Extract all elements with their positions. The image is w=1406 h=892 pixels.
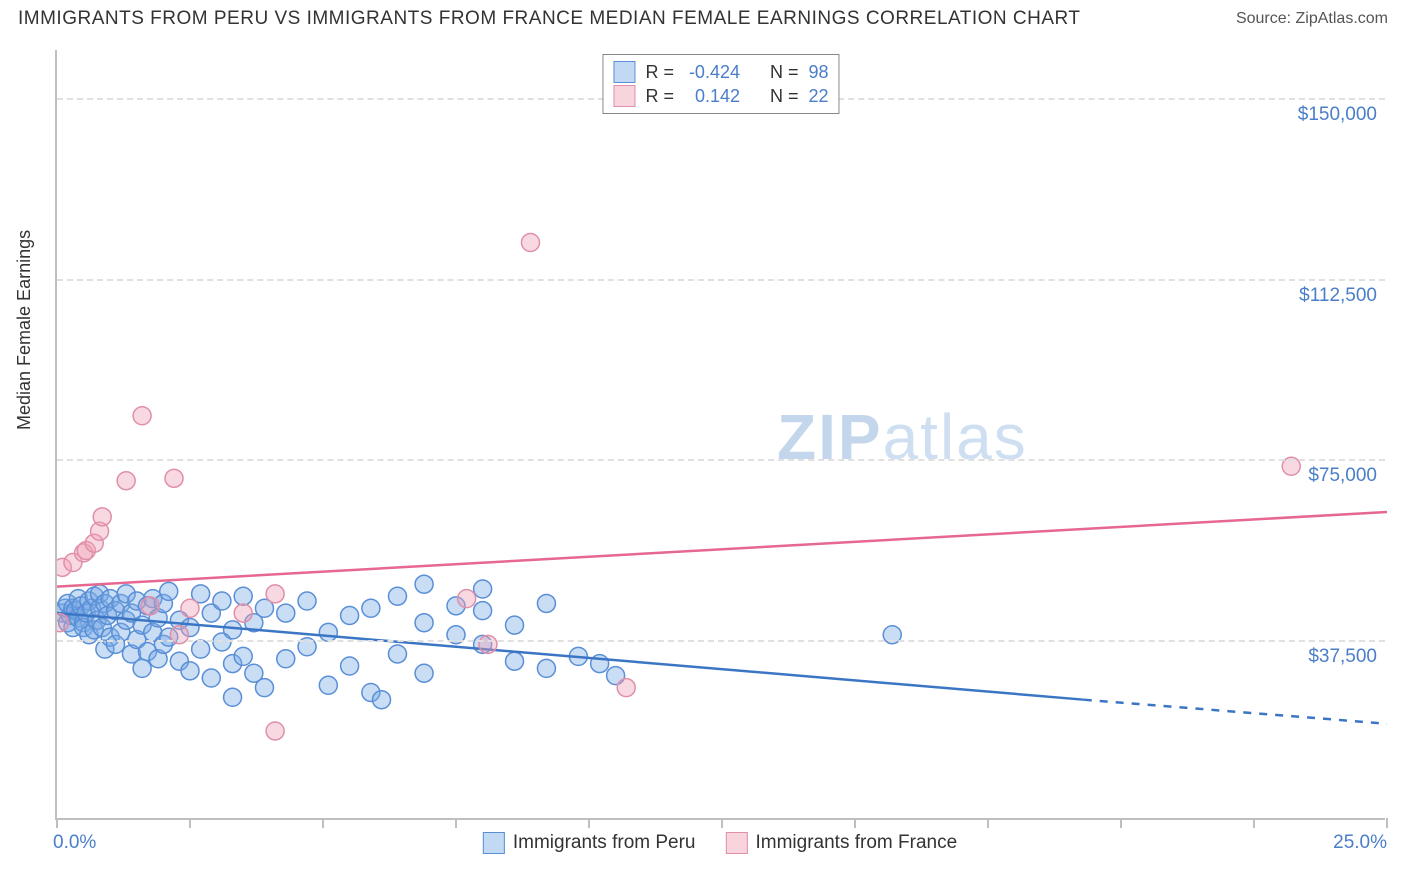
x-tick — [1120, 818, 1122, 828]
scatter-point — [277, 650, 295, 668]
y-tick-label: $37,500 — [1308, 646, 1377, 668]
legend-label-france: Immigrants from France — [756, 832, 958, 854]
chart-svg — [57, 50, 1387, 820]
n-value-peru: 98 — [809, 62, 829, 83]
scatter-point — [93, 508, 111, 526]
legend-row-france: R = 0.142 N = 22 — [613, 85, 828, 107]
scatter-point — [617, 679, 635, 697]
scatter-point — [181, 662, 199, 680]
gridline — [57, 640, 1385, 642]
scatter-point — [133, 407, 151, 425]
scatter-point — [213, 592, 231, 610]
x-tick — [854, 818, 856, 828]
scatter-point — [388, 587, 406, 605]
scatter-point — [458, 590, 476, 608]
legend-label-peru: Immigrants from Peru — [513, 832, 696, 854]
scatter-point — [133, 659, 151, 677]
y-axis-label: Median Female Earnings — [14, 230, 35, 430]
scatter-point — [474, 580, 492, 598]
swatch-france-icon — [613, 85, 635, 107]
scatter-point — [141, 597, 159, 615]
x-tick — [455, 818, 457, 828]
scatter-point — [537, 659, 555, 677]
x-tick — [56, 818, 58, 828]
swatch-france-icon — [726, 832, 748, 854]
scatter-point — [537, 594, 555, 612]
r-value-france: 0.142 — [684, 86, 740, 107]
scatter-point — [388, 645, 406, 663]
x-tick — [322, 818, 324, 828]
scatter-point — [165, 469, 183, 487]
x-axis-end-label: 25.0% — [1333, 832, 1387, 854]
x-tick — [721, 818, 723, 828]
scatter-point — [224, 688, 242, 706]
swatch-peru-icon — [483, 832, 505, 854]
scatter-point — [319, 676, 337, 694]
y-tick-label: $75,000 — [1308, 465, 1377, 487]
scatter-point — [234, 604, 252, 622]
x-tick — [1386, 818, 1388, 828]
chart-area: ZIPatlas R = -0.424 N = 98 R = 0.142 N =… — [55, 50, 1385, 820]
r-value-peru: -0.424 — [684, 62, 740, 83]
x-tick — [189, 818, 191, 828]
n-label: N = — [770, 62, 799, 83]
y-tick-label: $150,000 — [1298, 104, 1377, 126]
x-tick — [987, 818, 989, 828]
chart-title: IMMIGRANTS FROM PERU VS IMMIGRANTS FROM … — [18, 8, 1081, 30]
chart-source: Source: ZipAtlas.com — [1236, 10, 1388, 28]
scatter-point — [479, 635, 497, 653]
scatter-point — [117, 472, 135, 490]
legend-row-peru: R = -0.424 N = 98 — [613, 61, 828, 83]
scatter-point — [415, 664, 433, 682]
swatch-peru-icon — [613, 61, 635, 83]
chart-header: IMMIGRANTS FROM PERU VS IMMIGRANTS FROM … — [0, 0, 1406, 32]
n-label: N = — [770, 86, 799, 107]
legend-item-france: Immigrants from France — [726, 832, 958, 854]
n-value-france: 22 — [809, 86, 829, 107]
scatter-point — [506, 616, 524, 634]
scatter-point — [234, 647, 252, 665]
scatter-point — [362, 599, 380, 617]
scatter-point — [298, 592, 316, 610]
plot-region: ZIPatlas R = -0.424 N = 98 R = 0.142 N =… — [55, 50, 1385, 820]
scatter-point — [341, 657, 359, 675]
scatter-point — [506, 652, 524, 670]
scatter-point — [57, 614, 69, 632]
scatter-point — [474, 602, 492, 620]
r-label: R = — [645, 86, 674, 107]
scatter-point — [415, 575, 433, 593]
gridline — [57, 459, 1385, 461]
r-label: R = — [645, 62, 674, 83]
scatter-point — [234, 587, 252, 605]
scatter-point — [202, 669, 220, 687]
x-axis-start-label: 0.0% — [53, 832, 96, 854]
x-tick — [588, 818, 590, 828]
scatter-point — [373, 691, 391, 709]
scatter-point — [160, 582, 178, 600]
scatter-point — [266, 722, 284, 740]
scatter-point — [341, 606, 359, 624]
trend-line — [57, 512, 1387, 587]
scatter-point — [181, 599, 199, 617]
trend-line-extrapolated — [1084, 700, 1387, 724]
legend-series: Immigrants from Peru Immigrants from Fra… — [483, 832, 957, 854]
y-tick-label: $112,500 — [1299, 285, 1377, 307]
scatter-point — [415, 614, 433, 632]
scatter-point — [266, 585, 284, 603]
legend-item-peru: Immigrants from Peru — [483, 832, 696, 854]
gridline — [57, 279, 1385, 281]
scatter-point — [521, 234, 539, 252]
scatter-point — [224, 621, 242, 639]
scatter-point — [192, 640, 210, 658]
legend-correlation: R = -0.424 N = 98 R = 0.142 N = 22 — [602, 54, 839, 114]
scatter-point — [277, 604, 295, 622]
x-tick — [1253, 818, 1255, 828]
scatter-point — [255, 679, 273, 697]
